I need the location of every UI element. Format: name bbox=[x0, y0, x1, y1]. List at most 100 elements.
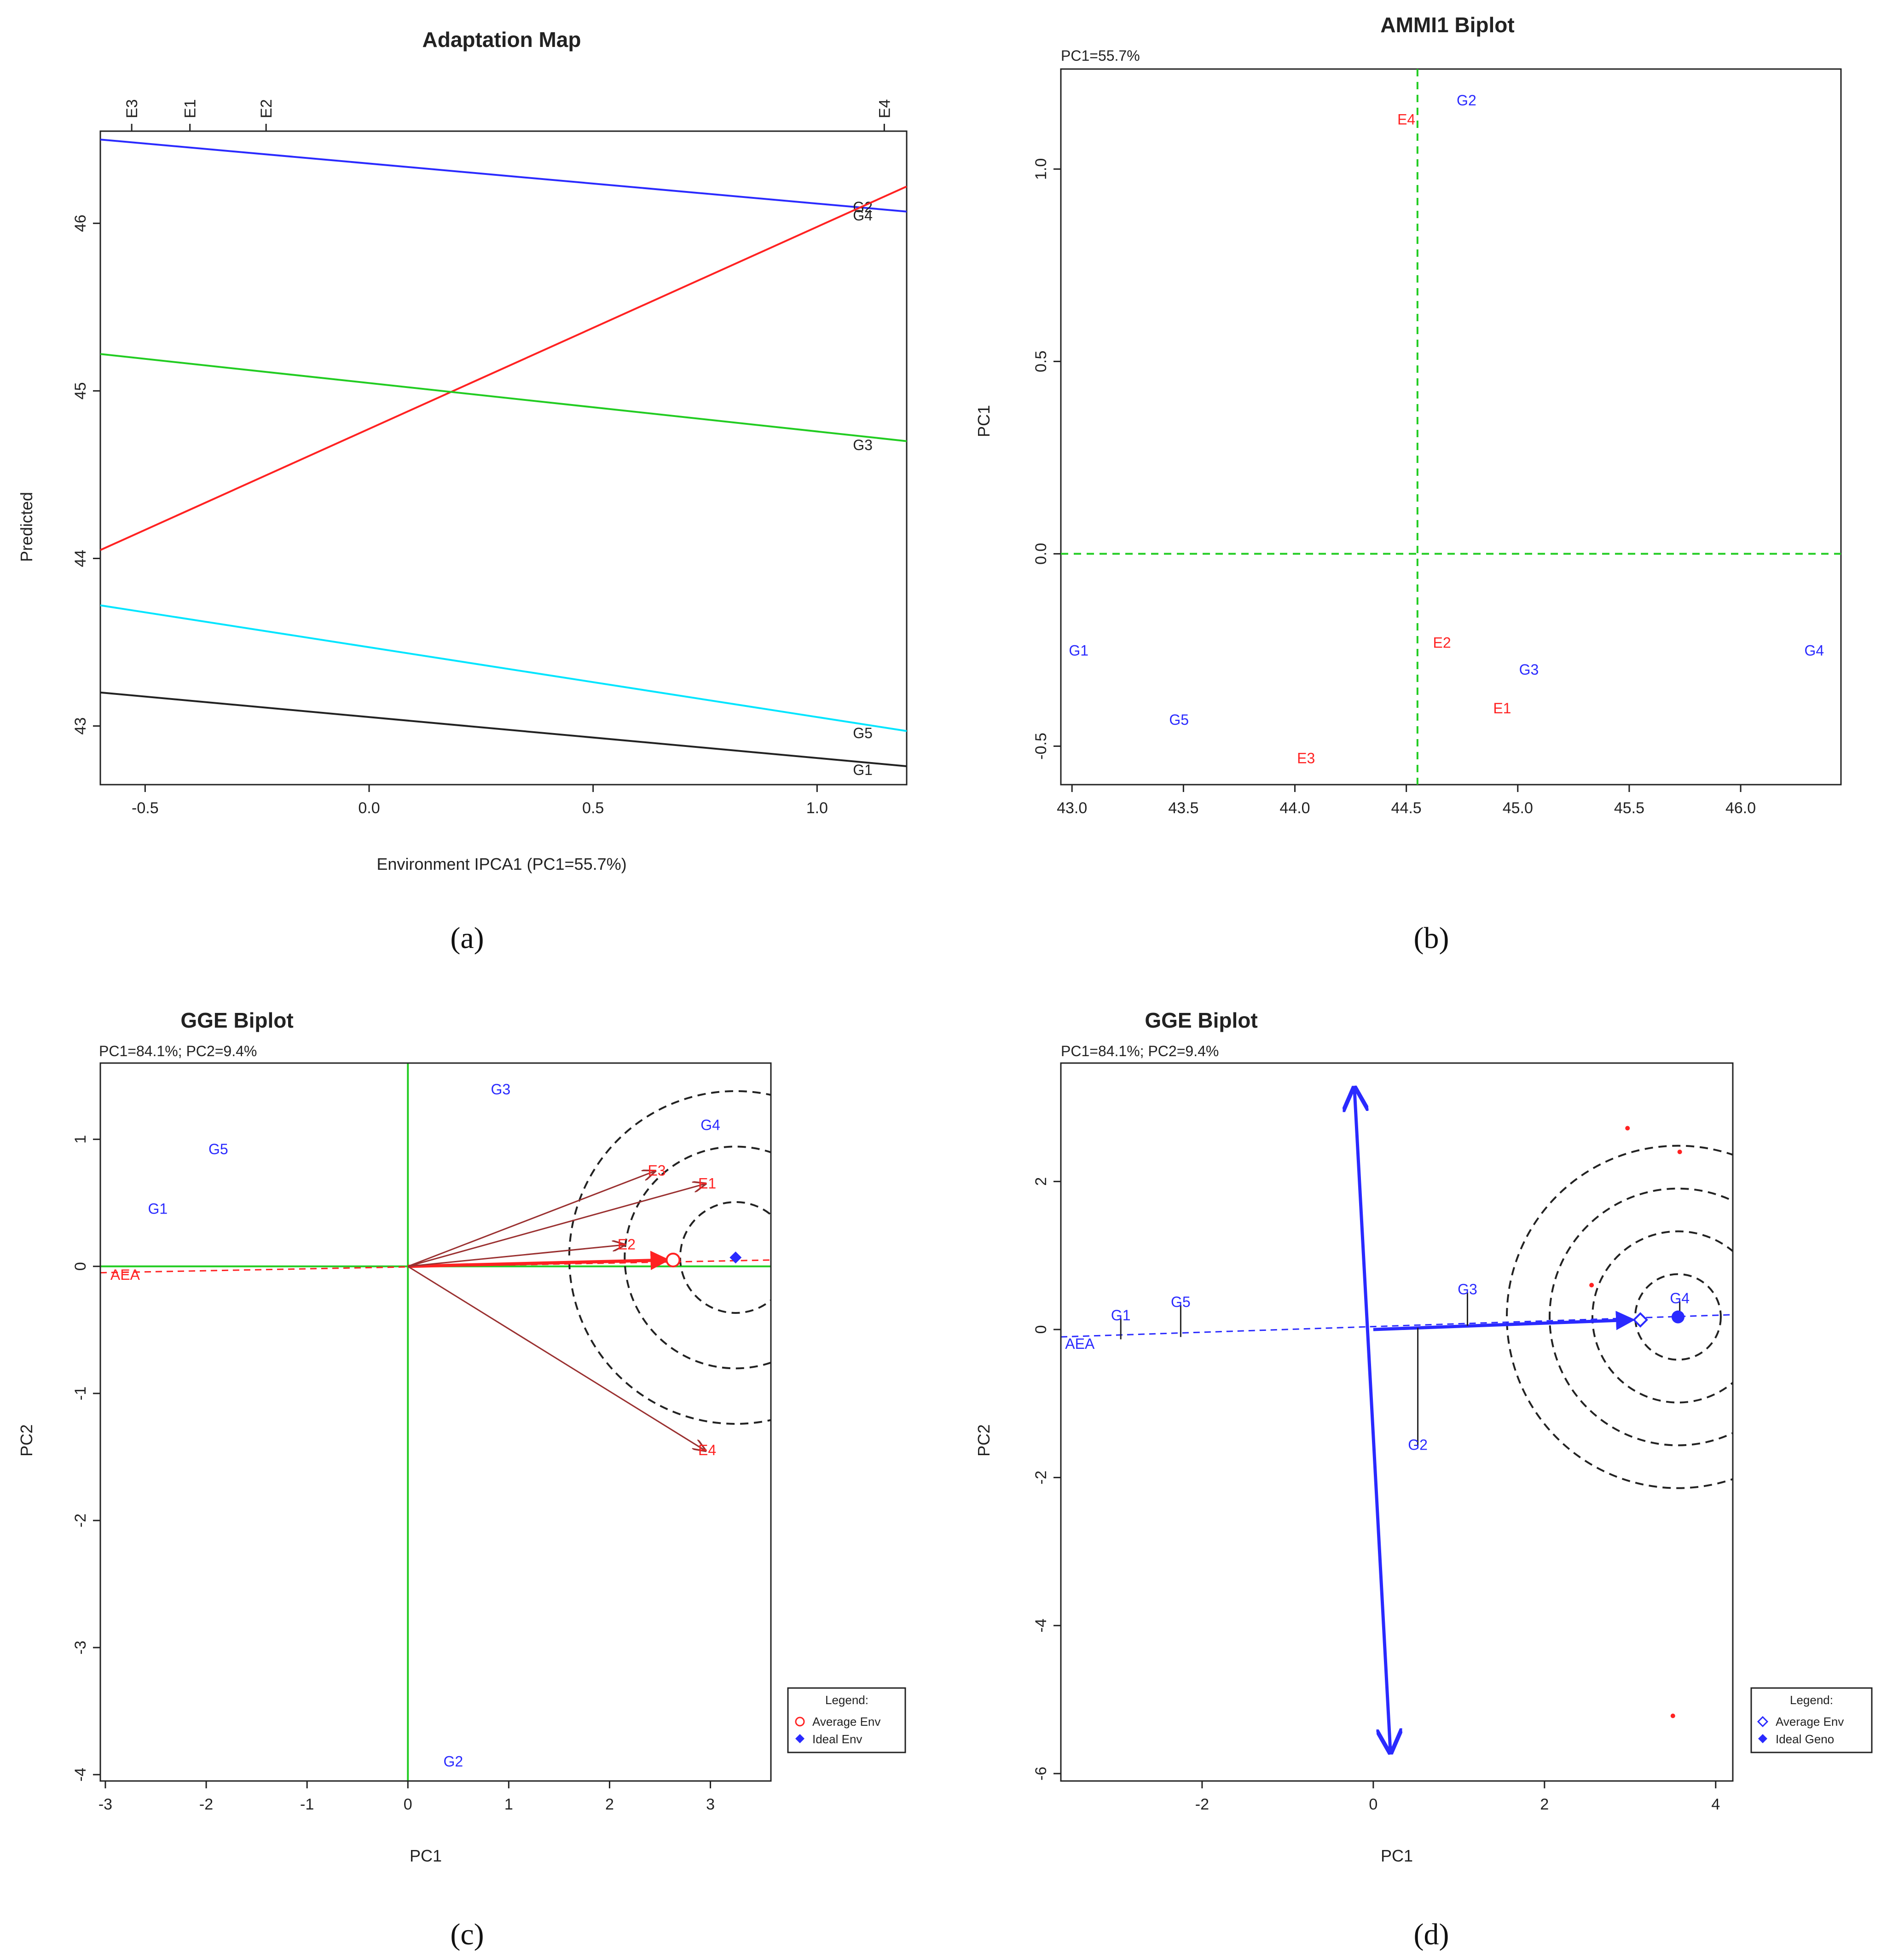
panel-a-series-line bbox=[100, 139, 907, 213]
panel-c-x-tick-label: -1 bbox=[300, 1796, 314, 1813]
panel-c-legend-box bbox=[787, 1687, 906, 1753]
panel-c-concentric-circle bbox=[624, 1145, 771, 1370]
panel-d-environment-marker bbox=[1670, 1713, 1675, 1718]
panel-a-y-tick-label: 45 bbox=[72, 382, 89, 399]
panel-b-plot: 43.0 43.5 44.0 44.5 45.0 45.5 46.0 -0.5 0.0 0.5 1.… bbox=[1032, 68, 1842, 817]
panel-d-subtitle: PC1=84.1%; PC2=9.4% bbox=[1061, 1043, 1219, 1059]
panel-d-y-axis-label: PC2 bbox=[974, 1424, 993, 1457]
panel-c-aea-arrow bbox=[408, 1250, 670, 1270]
panel-b-title: AMMI1 Biplot bbox=[1380, 13, 1514, 37]
panel-d-concentric-circle bbox=[1592, 1230, 1733, 1404]
panel-b-point-label: G2 bbox=[1457, 92, 1476, 109]
panel-a-top-tick-label: E4 bbox=[876, 99, 893, 118]
panel-a-y-axis-label: Predicted bbox=[17, 492, 36, 562]
panel-c-ideal-env-marker bbox=[729, 1251, 742, 1264]
panel-c-clipped-layer bbox=[100, 1063, 771, 1781]
panel-b-y-tick-label: -0.5 bbox=[1032, 733, 1050, 760]
panel-c-genotype-label: G5 bbox=[208, 1141, 228, 1157]
panel-d-concentric-circle bbox=[1634, 1273, 1722, 1361]
panel-d-x-tick-label: 0 bbox=[1369, 1796, 1377, 1813]
panel-c-plot: -3 -2 -1 0 1 2 3 -4 -3 -2 -1 0 1 E3 E1 E2 E4 G3 G4 G5 G1 G2 AE… bbox=[72, 1062, 772, 1813]
panel-d-average-env-marker bbox=[1632, 1312, 1648, 1328]
panel-d-legend: Legend: Average Env Ideal Geno bbox=[1750, 1687, 1873, 1753]
panel-d-legend-ideal-marker bbox=[1758, 1734, 1767, 1743]
panel-c-y-tick-label: -4 bbox=[72, 1768, 89, 1781]
panel-d-title: GGE Biplot bbox=[1145, 1008, 1257, 1032]
panel-c-x-tick-label: 0 bbox=[404, 1796, 412, 1813]
panel-a-y-tick-label: 44 bbox=[72, 550, 89, 567]
panel-c-y-tick-label: -2 bbox=[72, 1514, 89, 1527]
panel-c-aea-label: AEA bbox=[110, 1266, 140, 1283]
panel-d-legend-average-env: Average Env bbox=[1776, 1715, 1844, 1729]
panel-a-top-tick-label: E3 bbox=[123, 99, 141, 118]
panel-c-x-axis-label: PC1 bbox=[410, 1846, 442, 1865]
panel-d-genotype-label: G2 bbox=[1408, 1436, 1428, 1453]
panel-d-environment-marker bbox=[1677, 1149, 1682, 1154]
panel-b-point-label: E1 bbox=[1493, 700, 1511, 717]
panel-c-average-env-marker bbox=[666, 1252, 681, 1267]
panel-d-concentric-circle bbox=[1549, 1187, 1733, 1446]
panel-b-y-tick-label: 1.0 bbox=[1032, 158, 1050, 180]
panel-c-y-tick-label: -3 bbox=[72, 1641, 89, 1654]
caption-c: (c) bbox=[450, 1918, 484, 1951]
panel-b-point-label: E4 bbox=[1397, 111, 1415, 128]
panel-b-y-axis-label: PC1 bbox=[974, 405, 993, 437]
panel-d-legend-ideal-geno: Ideal Geno bbox=[1776, 1732, 1834, 1746]
panel-a-series-line bbox=[100, 185, 907, 551]
panel-a-series-label: G5 bbox=[853, 725, 873, 741]
panel-a-x-axis-label: Environment IPCA1 (PC1=55.7%) bbox=[376, 855, 626, 873]
panel-d-y-tick-label: -6 bbox=[1032, 1767, 1050, 1781]
panel-b-point-label: E3 bbox=[1297, 750, 1315, 766]
panel-c-gge-biplot: GGE Biplot PC1=84.1%; PC2=9.4% -3 -2 -1 0 1 2… bbox=[17, 1008, 906, 1951]
panel-a-top-tick-label: E2 bbox=[258, 99, 275, 118]
panel-c-legend-title: Legend: bbox=[825, 1693, 868, 1707]
panel-d-environment-marker bbox=[1589, 1283, 1594, 1288]
panel-d-aea-label: AEA bbox=[1065, 1336, 1095, 1352]
panel-c-environment-label: E1 bbox=[698, 1175, 716, 1191]
panel-c-environment-vector bbox=[408, 1245, 625, 1267]
panel-b-point-label: G1 bbox=[1069, 642, 1088, 659]
panel-c-environment-label: E4 bbox=[698, 1442, 716, 1458]
panel-c-environment-vector bbox=[407, 1266, 705, 1451]
panel-b-plot-frame bbox=[1060, 68, 1842, 786]
panel-c-plot-frame bbox=[99, 1062, 772, 1782]
panel-c-legend-ideal-marker bbox=[795, 1734, 804, 1743]
panel-a-series-label: G4 bbox=[853, 207, 873, 224]
panel-a-top-tick-label: E1 bbox=[182, 99, 199, 118]
panel-d-plot-frame bbox=[1060, 1062, 1734, 1782]
panel-a-series-label: G1 bbox=[853, 762, 873, 778]
panel-a-plot: -0.50.00.51.043444546E3E1E2E4G2G4G3G5G1 bbox=[72, 99, 908, 817]
panel-d-legend-box bbox=[1750, 1687, 1873, 1753]
panel-b-y-tick-label: 0.5 bbox=[1032, 351, 1050, 372]
panel-d-genotype-label: G3 bbox=[1458, 1281, 1477, 1298]
panel-c-environment-label: E3 bbox=[648, 1162, 666, 1179]
panel-c-legend: Legend: Average Env Ideal Env bbox=[787, 1687, 906, 1753]
panel-c-genotype-label: G2 bbox=[443, 1753, 463, 1770]
panel-b-point-label: G3 bbox=[1519, 661, 1539, 678]
panel-c-x-tick-label: 1 bbox=[504, 1796, 513, 1813]
panel-b-point-label: G5 bbox=[1169, 711, 1189, 728]
panel-d-x-tick-label: 4 bbox=[1711, 1796, 1720, 1813]
panel-c-legend-average-env-marker bbox=[795, 1717, 805, 1727]
panel-c-y-tick-label: 0 bbox=[72, 1262, 89, 1271]
panel-d-x-tick-label: 2 bbox=[1540, 1796, 1549, 1813]
panel-c-legend-average-env: Average Env bbox=[812, 1715, 880, 1729]
panel-c-environment-vector bbox=[407, 1184, 705, 1267]
panel-d-plot: -2 0 2 4 -6 -4 -2 0 2 G1 G5 G3 G4 G2 AEA bbox=[1032, 1062, 1734, 1813]
panel-b-point-label: E2 bbox=[1433, 635, 1451, 651]
panel-a-y-tick-label: 46 bbox=[72, 214, 89, 232]
panel-a-adaptation-map: Adaptation Map -0.5 0.0 0.5 1.0 43 44 45 46 E3 E1… bbox=[17, 28, 908, 955]
panel-d-legend-title: Legend: bbox=[1790, 1693, 1833, 1707]
panel-c-x-tick-label: -3 bbox=[98, 1796, 112, 1813]
panel-a-series-line bbox=[100, 604, 907, 732]
panel-d-concentric-circle bbox=[1506, 1145, 1733, 1489]
panel-d-y-tick-label: -2 bbox=[1032, 1471, 1050, 1485]
panel-d-ordinate-arrow bbox=[1354, 1089, 1390, 1751]
panel-a-series-line bbox=[100, 353, 907, 442]
panel-b-y-tick-label: 0.0 bbox=[1032, 543, 1050, 565]
panel-a-x-tick-label: 0.0 bbox=[358, 799, 380, 817]
panel-a-series-line bbox=[100, 691, 907, 767]
panel-d-genotype-label: G1 bbox=[1111, 1307, 1131, 1324]
panel-c-legend-ideal-env: Ideal Env bbox=[812, 1732, 862, 1746]
